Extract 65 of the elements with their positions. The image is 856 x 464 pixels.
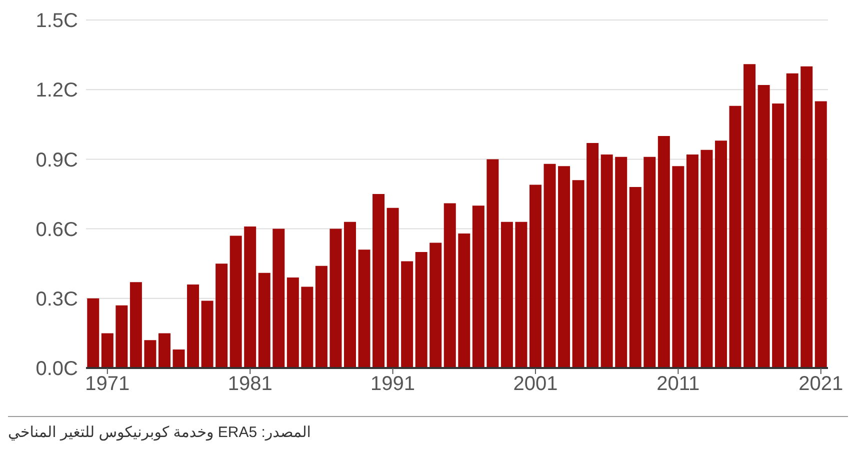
bar	[529, 184, 542, 368]
bar	[729, 106, 742, 368]
bar	[386, 208, 399, 368]
bar	[116, 305, 128, 368]
x-tick-label: 1991	[370, 373, 416, 396]
bar	[572, 180, 584, 368]
bar	[330, 228, 342, 368]
bar	[372, 194, 385, 368]
bar	[500, 222, 513, 368]
bar	[344, 222, 356, 368]
x-tick-label: 2001	[513, 373, 558, 396]
bar	[515, 222, 528, 368]
text: المصدر: ERA5 وخدمة كوبرنيكوس للتغير المناخي	[8, 423, 312, 441]
bar	[401, 261, 414, 368]
bar	[615, 156, 628, 368]
y-tick-label: 0.0C	[36, 358, 78, 380]
bar	[586, 142, 599, 368]
bar	[258, 272, 270, 368]
bar	[672, 166, 684, 368]
bar	[814, 101, 827, 368]
y-tick-label: 0.6C	[36, 218, 78, 241]
x-tick-label: 2021	[798, 373, 844, 396]
x-tick-label: 1971	[85, 373, 130, 396]
bar	[130, 282, 142, 368]
bar	[700, 150, 713, 368]
bar	[714, 140, 727, 368]
bar	[244, 226, 256, 368]
bar	[216, 264, 228, 368]
bar	[472, 206, 484, 368]
bar	[301, 286, 314, 368]
bar	[658, 136, 670, 368]
bar	[600, 154, 613, 368]
bar	[201, 300, 214, 368]
bar	[187, 284, 200, 368]
bar	[444, 203, 456, 368]
bar	[800, 66, 813, 368]
bar	[315, 266, 328, 368]
bar	[286, 278, 299, 368]
bar	[430, 242, 442, 368]
bar	[158, 333, 170, 368]
bar	[644, 156, 656, 368]
bar	[272, 228, 285, 368]
bar	[358, 250, 370, 368]
bar	[758, 84, 770, 368]
y-tick-label: 0.3C	[36, 288, 78, 310]
bar	[172, 349, 185, 368]
bar	[458, 233, 470, 368]
bar	[686, 154, 698, 368]
bar	[558, 166, 570, 368]
bar	[744, 64, 756, 368]
bar	[415, 252, 428, 368]
bar	[629, 187, 642, 368]
y-tick-label: 0.9C	[36, 149, 78, 172]
y-tick-label: 1.5C	[36, 10, 78, 32]
bar	[101, 333, 114, 368]
bar	[786, 73, 798, 368]
x-tick-label: 1981	[228, 373, 272, 396]
bar	[544, 164, 556, 368]
bar	[486, 159, 499, 368]
bar	[772, 104, 784, 368]
bar	[230, 236, 242, 368]
x-tick-label: 2011	[656, 373, 700, 396]
bar	[87, 298, 100, 368]
y-tick-label: 1.2C	[36, 80, 78, 102]
bar	[144, 340, 156, 368]
